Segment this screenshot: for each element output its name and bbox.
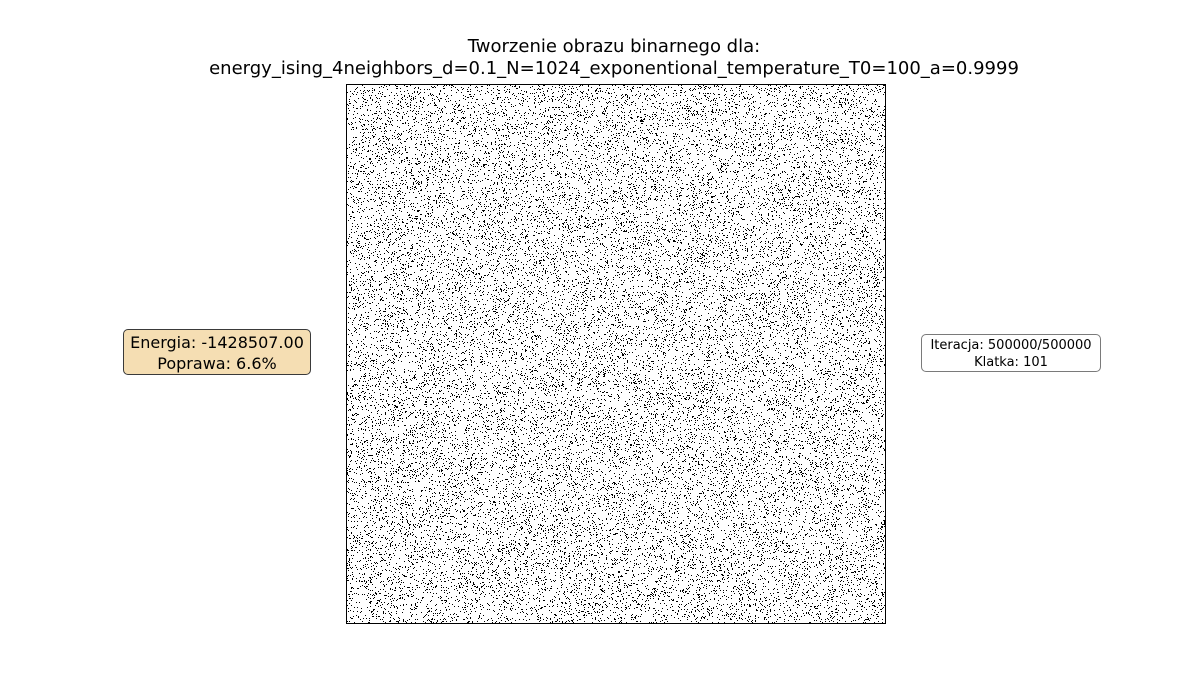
- energy-value: Energia: -1428507.00: [130, 333, 304, 352]
- iteration-value: Iteracja: 500000/500000: [930, 338, 1092, 353]
- chart-title: Tworzenie obrazu binarnego dla: energy_i…: [0, 36, 1200, 80]
- energy-info-box: Energia: -1428507.00 Poprawa: 6.6%: [123, 329, 311, 375]
- iteration-info-box: Iteracja: 500000/500000 Klatka: 101: [921, 334, 1101, 372]
- chart-title-line1: Tworzenie obrazu binarnego dla:: [467, 36, 761, 57]
- chart-title-line2: energy_ising_4neighbors_d=0.1_N=1024_exp…: [209, 58, 1019, 79]
- binary-image-plot: [346, 84, 886, 624]
- binary-image-canvas: [347, 85, 885, 623]
- frame-value: Klatka: 101: [974, 355, 1048, 370]
- improvement-value: Poprawa: 6.6%: [157, 354, 277, 373]
